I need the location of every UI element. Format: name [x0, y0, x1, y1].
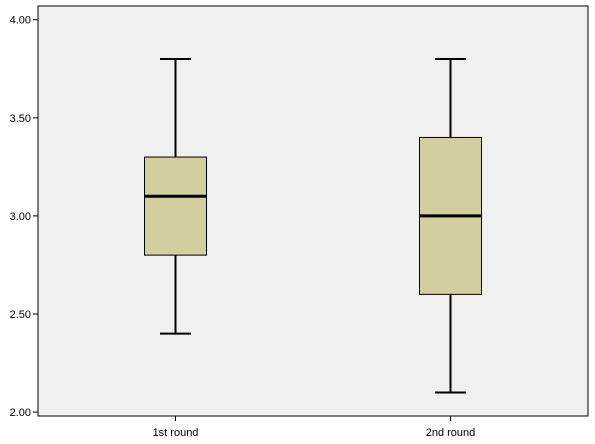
y-tick-label: 2.50 — [10, 309, 31, 321]
x-axis: 1st round 2nd round — [153, 416, 476, 439]
y-axis: 2.00 2.50 3.00 3.50 4.00 — [10, 15, 38, 419]
x-tick-label: 2nd round — [426, 427, 476, 439]
y-tick-label: 3.50 — [10, 113, 31, 125]
box-1 — [144, 57, 207, 335]
plot-area-background — [38, 6, 588, 416]
iqr-box — [144, 156, 207, 256]
box-2 — [419, 57, 482, 394]
x-tick-label: 1st round — [153, 427, 199, 439]
box-series — [144, 57, 482, 394]
y-tick-label: 3.00 — [10, 211, 31, 223]
y-tick-label: 2.00 — [10, 407, 31, 419]
plot-frame — [37, 5, 589, 417]
y-tick-label: 4.00 — [10, 15, 31, 27]
